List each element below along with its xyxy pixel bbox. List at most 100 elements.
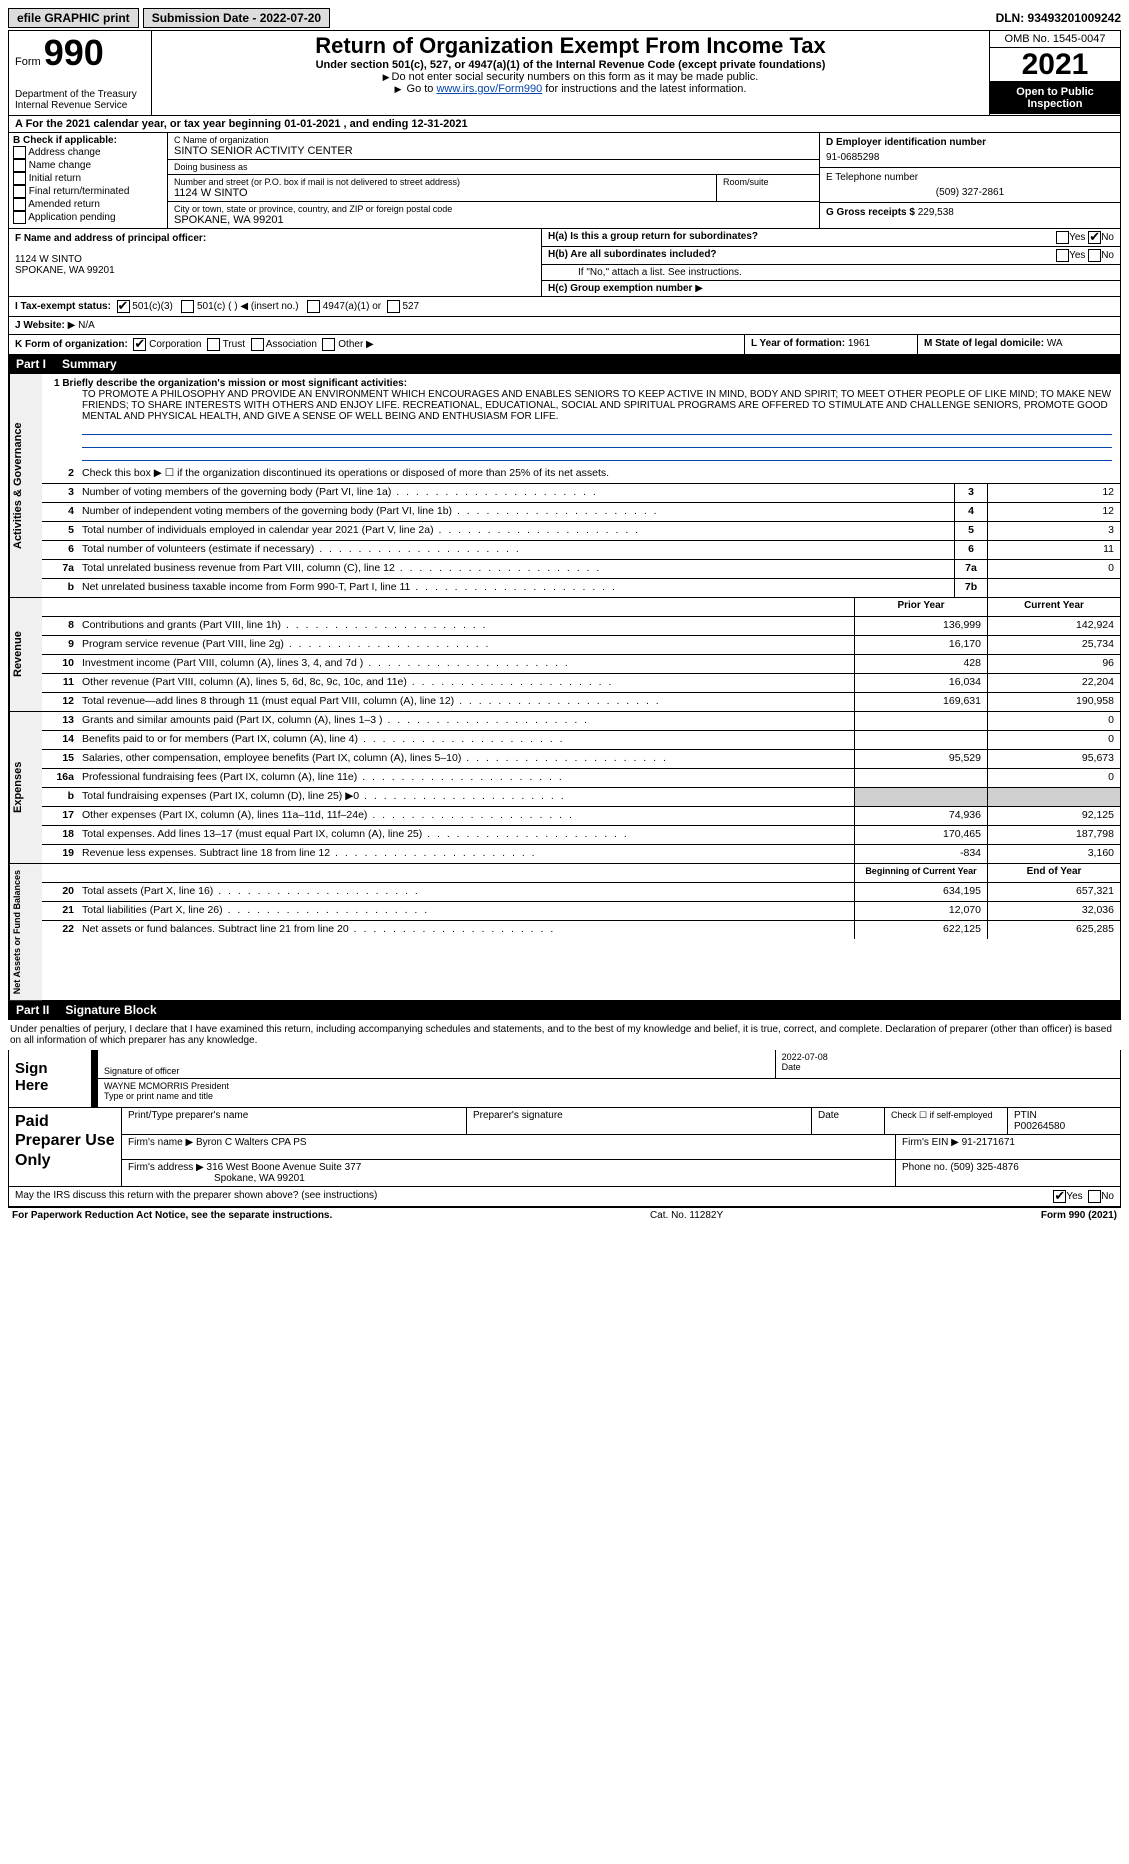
goto-text: Go to www.irs.gov/Form990 for instructio… [160, 83, 981, 95]
may-discuss-row: May the IRS discuss this return with the… [8, 1187, 1121, 1207]
sign-label: Sign Here [9, 1050, 92, 1107]
gov-section: Activities & Governance 1 Briefly descri… [8, 373, 1121, 597]
form-foot: Form 990 (2021) [1041, 1210, 1117, 1221]
sig-date-cell: 2022-07-08 Date [776, 1050, 1120, 1078]
gov-line: 4 Number of independent voting members o… [42, 503, 1120, 522]
mission-block: 1 Briefly describe the organization's mi… [42, 374, 1120, 465]
row-j: J Website: ▶ N/A [9, 317, 1120, 335]
rev-section: Revenue Prior Year Current Year 8 Contri… [8, 597, 1121, 711]
omb-text: OMB No. 1545-0047 [990, 31, 1120, 48]
firm-ein-cell: Firm's EIN ▶ 91-2171671 [896, 1135, 1120, 1159]
sig-officer-cell: Signature of officer [98, 1050, 776, 1078]
b-label: B Check if applicable: [13, 135, 163, 146]
firm-name-cell: Firm's name ▶ Byron C Walters CPA PS [122, 1135, 896, 1159]
f-h-row: F Name and address of principal officer:… [8, 229, 1121, 297]
street-cell: Number and street (or P.O. box if mail i… [168, 175, 717, 201]
row-klm: K Form of organization: Corporation Trus… [9, 335, 1120, 354]
form-under: Under section 501(c), 527, or 4947(a)(1)… [160, 59, 981, 71]
exp-line: 17 Other expenses (Part IX, column (A), … [42, 807, 1120, 826]
gov-line: 6 Total number of volunteers (estimate i… [42, 541, 1120, 560]
header-center: Return of Organization Exempt From Incom… [152, 31, 990, 115]
h-c: H(c) Group exemption number ▶ [542, 281, 1120, 296]
gov-line: 3 Number of voting members of the govern… [42, 484, 1120, 503]
cb-address[interactable]: Address change [13, 146, 163, 159]
form-label: Form [15, 56, 41, 68]
h-b-val: Yes No [1050, 247, 1120, 264]
prep-name: Print/Type preparer's name [122, 1108, 467, 1134]
sign-section: Sign Here Signature of officer 2022-07-0… [8, 1050, 1121, 1108]
prep-ptin: PTIN P00264580 [1008, 1108, 1120, 1134]
exp-line: 14 Benefits paid to or for members (Part… [42, 731, 1120, 750]
exp-section: Expenses 13 Grants and similar amounts p… [8, 711, 1121, 863]
h-a: H(a) Is this a group return for subordin… [542, 229, 1050, 246]
exp-line: 19 Revenue less expenses. Subtract line … [42, 845, 1120, 863]
net-header-row: Beginning of Current Year End of Year [42, 864, 1120, 883]
preparer-label: Paid Preparer Use Only [9, 1108, 122, 1186]
rev-line: 11 Other revenue (Part VIII, column (A),… [42, 674, 1120, 693]
vtab-rev: Revenue [9, 598, 42, 711]
header-left: Form 990 Department of the Treasury Inte… [9, 31, 152, 115]
gov-line: 7a Total unrelated business revenue from… [42, 560, 1120, 579]
org-name: SINTO SENIOR ACTIVITY CENTER [174, 145, 813, 157]
exp-line: 18 Total expenses. Add lines 13–17 (must… [42, 826, 1120, 845]
preparer-section: Paid Preparer Use Only Print/Type prepar… [8, 1108, 1121, 1187]
rev-line: 10 Investment income (Part VIII, column … [42, 655, 1120, 674]
firm-phone-cell: Phone no. (509) 325-4876 [896, 1160, 1120, 1186]
h-a-val: Yes No [1050, 229, 1120, 246]
rev-line: 12 Total revenue—add lines 8 through 11 … [42, 693, 1120, 711]
irs-text: Internal Revenue Service [15, 100, 145, 111]
prep-date: Date [812, 1108, 885, 1134]
net-line: 21 Total liabilities (Part X, line 26) 1… [42, 902, 1120, 921]
exp-line: b Total fundraising expenses (Part IX, c… [42, 788, 1120, 807]
open-public-text: Open to Public Inspection [990, 82, 1120, 114]
gross-cell: G Gross receipts $ 229,538 [820, 203, 1120, 222]
form-number: 990 [44, 32, 104, 73]
prep-sig: Preparer's signature [467, 1108, 812, 1134]
cb-name[interactable]: Name change [13, 159, 163, 172]
cat-text: Cat. No. 11282Y [650, 1210, 723, 1221]
part1-header: Part I Summary [8, 355, 1121, 373]
exp-line: 13 Grants and similar amounts paid (Part… [42, 712, 1120, 731]
vtab-net: Net Assets or Fund Balances [9, 864, 42, 1000]
phone-cell: E Telephone number (509) 327-2861 [820, 168, 1120, 203]
h-cell: H(a) Is this a group return for subordin… [542, 229, 1120, 296]
top-bar: efile GRAPHIC print Submission Date - 20… [8, 8, 1121, 28]
form990-link[interactable]: www.irs.gov/Form990 [436, 83, 542, 95]
vtab-gov: Activities & Governance [9, 374, 42, 597]
h-b: H(b) Are all subordinates included? [542, 247, 1050, 264]
rev-header-row: Prior Year Current Year [42, 598, 1120, 617]
exp-line: 15 Salaries, other compensation, employe… [42, 750, 1120, 769]
col-c: C Name of organization SINTO SENIOR ACTI… [168, 133, 820, 228]
row-a: A For the 2021 calendar year, or tax yea… [8, 116, 1121, 133]
section-bcd: B Check if applicable: Address change Na… [8, 133, 1121, 229]
gov-line: 2 Check this box ▶ ☐ if the organization… [42, 465, 1120, 484]
exp-line: 16a Professional fundraising fees (Part … [42, 769, 1120, 788]
form-header: Form 990 Department of the Treasury Inte… [8, 30, 1121, 116]
rev-line: 9 Program service revenue (Part VIII, li… [42, 636, 1120, 655]
efile-button[interactable]: efile GRAPHIC print [8, 8, 139, 28]
header-right: OMB No. 1545-0047 2021 Open to Public In… [990, 31, 1120, 115]
perjury-text: Under penalties of perjury, I declare th… [8, 1019, 1121, 1050]
gov-line: b Net unrelated business taxable income … [42, 579, 1120, 597]
sig-name-cell: WAYNE MCMORRIS President Type or print n… [98, 1079, 1120, 1107]
pra-text: For Paperwork Reduction Act Notice, see … [12, 1210, 332, 1221]
gov-line: 5 Total number of individuals employed i… [42, 522, 1120, 541]
cb-amended[interactable]: Amended return [13, 198, 163, 211]
prep-check: Check ☐ if self-employed [885, 1108, 1008, 1134]
dept-text: Department of the Treasury [15, 89, 145, 100]
cb-app[interactable]: Application pending [13, 211, 163, 224]
dln-text: DLN: 93493201009242 [996, 11, 1121, 25]
mission-text: TO PROMOTE A PHILOSOPHY AND PROVIDE AN E… [82, 389, 1112, 422]
dba-cell: Doing business as [168, 160, 819, 175]
org-name-cell: C Name of organization SINTO SENIOR ACTI… [168, 133, 819, 160]
ein-cell: D Employer identification number 91-0685… [820, 133, 1120, 168]
net-section: Net Assets or Fund Balances Beginning of… [8, 863, 1121, 1001]
cb-initial[interactable]: Initial return [13, 172, 163, 185]
firm-addr-cell: Firm's address ▶ 316 West Boone Avenue S… [122, 1160, 896, 1186]
net-line: 22 Net assets or fund balances. Subtract… [42, 921, 1120, 939]
vtab-exp: Expenses [9, 712, 42, 863]
page-footer: For Paperwork Reduction Act Notice, see … [8, 1207, 1121, 1223]
net-line: 20 Total assets (Part X, line 16) 634,19… [42, 883, 1120, 902]
cb-final[interactable]: Final return/terminated [13, 185, 163, 198]
submission-button[interactable]: Submission Date - 2022-07-20 [143, 8, 330, 28]
